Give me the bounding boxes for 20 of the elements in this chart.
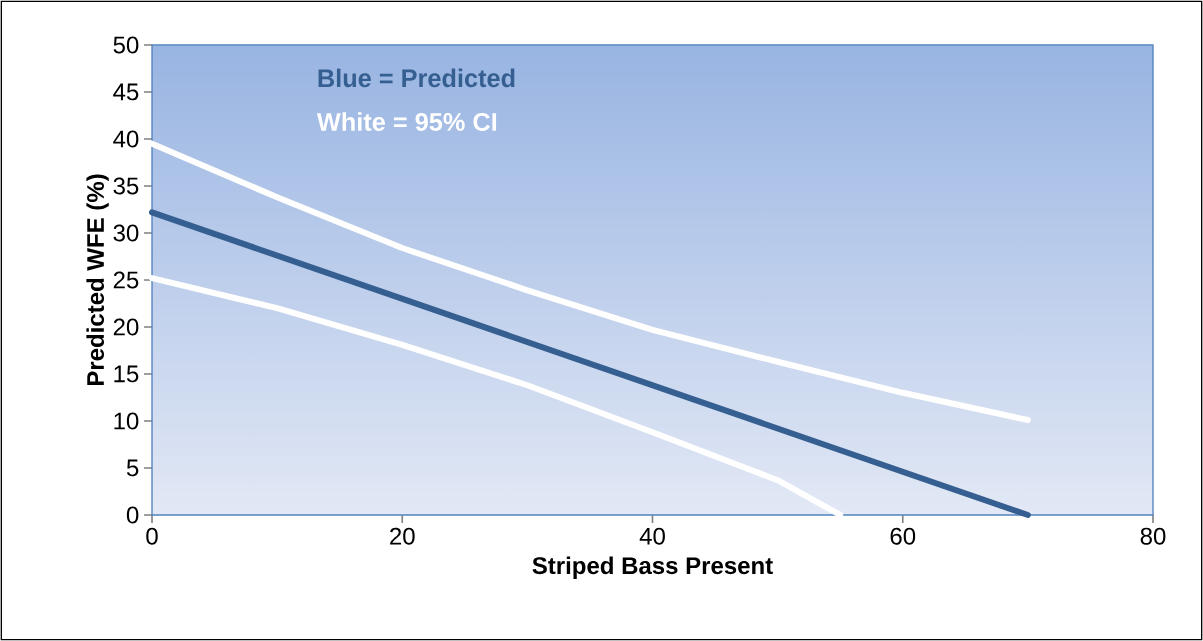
y-tick-label: 20	[113, 318, 139, 336]
y-axis-title: Predicted WFE (%)	[86, 174, 109, 386]
y-tick-label: 50	[113, 36, 139, 54]
x-tick-label: 60	[890, 527, 916, 545]
y-tick-label: 0	[126, 506, 139, 524]
y-tick-label: 40	[113, 130, 139, 148]
y-tick-label: 15	[114, 365, 139, 383]
annotation: White = 95% CI	[316, 112, 497, 131]
x-tick-label: 80	[1140, 527, 1166, 545]
y-tick-label: 25	[113, 271, 139, 289]
y-tick-label: 45	[113, 83, 139, 101]
x-tick-label: 0	[146, 527, 158, 545]
x-tick-label: 40	[639, 527, 665, 545]
x-axis-title: Striped Bass Present	[532, 556, 773, 579]
x-tick-label: 20	[390, 527, 415, 545]
y-tick-label: 10	[114, 412, 139, 430]
y-tick-label: 5	[126, 459, 139, 477]
y-tick-label: 35	[113, 177, 139, 195]
y-tick-label: 30	[113, 224, 139, 242]
annotation: Blue = Predicted	[318, 68, 515, 88]
